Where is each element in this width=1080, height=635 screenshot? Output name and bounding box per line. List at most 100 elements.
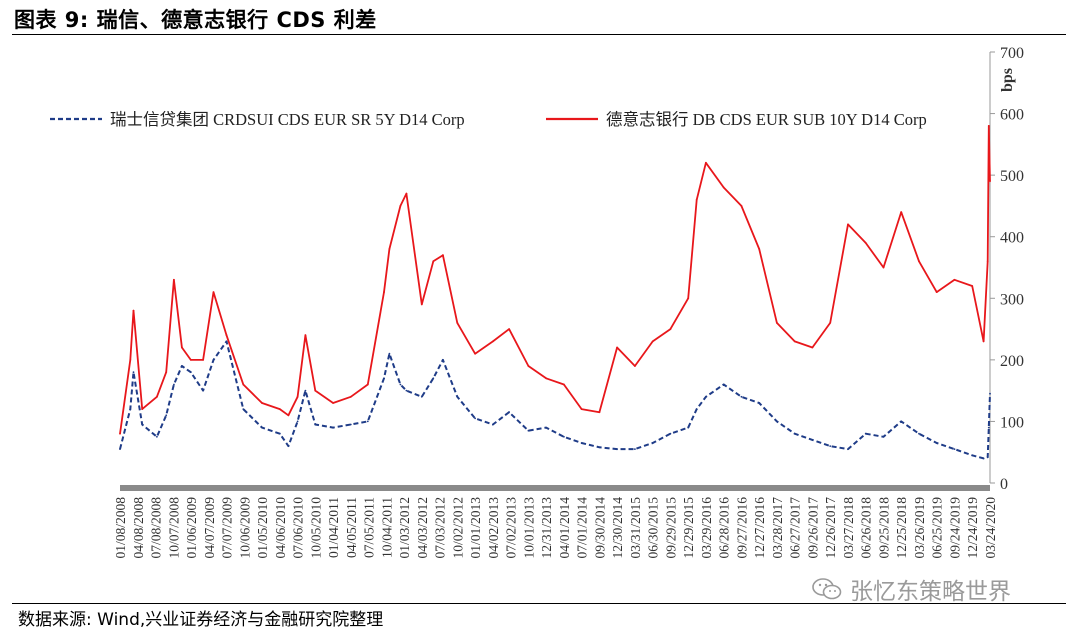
data-point [971,454,974,457]
data-point [132,309,135,312]
data-point [442,254,444,257]
data-point [563,435,565,438]
y-tick-label: 400 [1000,230,1024,247]
data-point [811,439,814,441]
data-point [141,423,144,426]
data-point [598,411,601,414]
data-point [986,456,989,458]
data-point [165,371,168,374]
data-point [383,291,385,293]
axes-group: 0 100 200 300 400 500 600 700 bps 01/08/2008 04/08… [113,45,1024,559]
data-point [508,411,510,414]
data-point [189,359,192,361]
data-point [758,248,761,250]
data-point [366,383,369,386]
x-tick-label: 03/29/2016 [699,497,714,559]
data-point [740,205,743,207]
data-point [278,432,281,435]
data-point [971,285,974,287]
data-point [332,402,334,404]
chart-title: 图表 9: 瑞信、德意志银行 CDS 利差 [14,8,377,32]
data-point [982,340,985,343]
x-tick-label: 04/03/2012 [415,497,430,559]
x-tick-label: 04/01/2014 [557,497,572,559]
data-point [399,205,402,207]
data-point [366,420,369,423]
data-point [616,346,618,349]
watermark-text: 张忆东策略世界 [850,579,1011,605]
x-tick-label: 12/31/2013 [539,497,554,559]
x-tick-label: 01/04/2011 [326,497,341,558]
data-point [225,340,228,343]
x-tick-label: 07/05/2011 [362,497,377,558]
x-tick-label: 03/28/2017 [770,497,785,559]
data-point [165,414,168,417]
data-point [811,346,814,349]
series-line-crdsui [119,340,991,460]
data-point [456,395,459,398]
data-point [420,395,423,398]
data-point [695,198,698,201]
legend-label: 瑞士信贷集团 CRDSUI CDS EUR SR 5Y D14 Corp [110,110,465,129]
data-point [527,429,530,432]
data-point [616,448,618,450]
data-point [181,365,183,367]
data-point [129,408,132,410]
data-point [119,432,121,435]
data-point [388,352,391,355]
x-tick-label: 03/27/2018 [841,497,856,559]
data-point [722,186,725,189]
data-point [405,192,408,195]
data-point [989,180,991,183]
x-tick-label: 01/03/2012 [397,497,412,559]
data-point [634,448,636,450]
data-point [261,402,263,404]
x-tick-label: 07/02/2013 [504,497,519,559]
data-point [132,371,135,374]
x-tick-label: 09/27/2016 [734,497,749,559]
data-point [181,346,183,349]
x-tick-label: 01/08/2008 [113,497,128,559]
data-point [563,383,565,386]
data-point [442,359,444,361]
legend-label: 德意志银行 DB CDS EUR SUB 10Y D14 Corp [606,110,927,129]
data-point [492,340,494,343]
x-tick-label: 04/06/2010 [273,497,288,559]
x-tick-label: 12/25/2018 [894,497,909,559]
x-tick-label: 04/07/2009 [202,497,217,559]
x-tick-label: 12/24/2019 [965,497,980,559]
x-tick-label: 01/06/2009 [184,497,199,559]
y-tick-label: 200 [1000,353,1024,370]
data-point [740,395,743,398]
x-tick-label: 06/28/2016 [717,497,732,559]
x-tick-label: 06/26/2018 [859,497,874,559]
data-point [953,278,956,281]
data-point [900,211,903,214]
data-point [986,260,989,263]
data-point [987,426,990,429]
x-tick-label: 12/26/2017 [823,497,838,559]
y-tick-label: 300 [1000,291,1024,308]
data-point [173,383,175,386]
data-point [634,365,636,367]
x-tick-label: 10/01/2013 [521,497,536,559]
x-tick-label: 12/29/2015 [681,497,696,559]
x-tick-label: 07/07/2009 [220,497,235,559]
data-point [432,260,435,263]
x-tick-label: 03/31/2015 [628,497,643,559]
data-point [129,359,132,361]
source-note: 数据来源: Wind,兴业证券经济与金融研究院整理 [18,610,384,630]
data-point [651,340,654,343]
data-point [156,395,158,398]
data-point [987,125,990,127]
data-point [212,291,215,293]
y-tick-label: 600 [1000,107,1024,124]
x-tick-label: 04/05/2011 [344,497,359,558]
data-point [202,389,205,392]
x-tick-label: 12/30/2014 [610,497,625,559]
data-point [882,266,885,269]
data-point [508,328,510,330]
data-point [405,389,408,392]
data-point [304,334,307,337]
x-tick-label: 07/01/2014 [575,497,590,559]
